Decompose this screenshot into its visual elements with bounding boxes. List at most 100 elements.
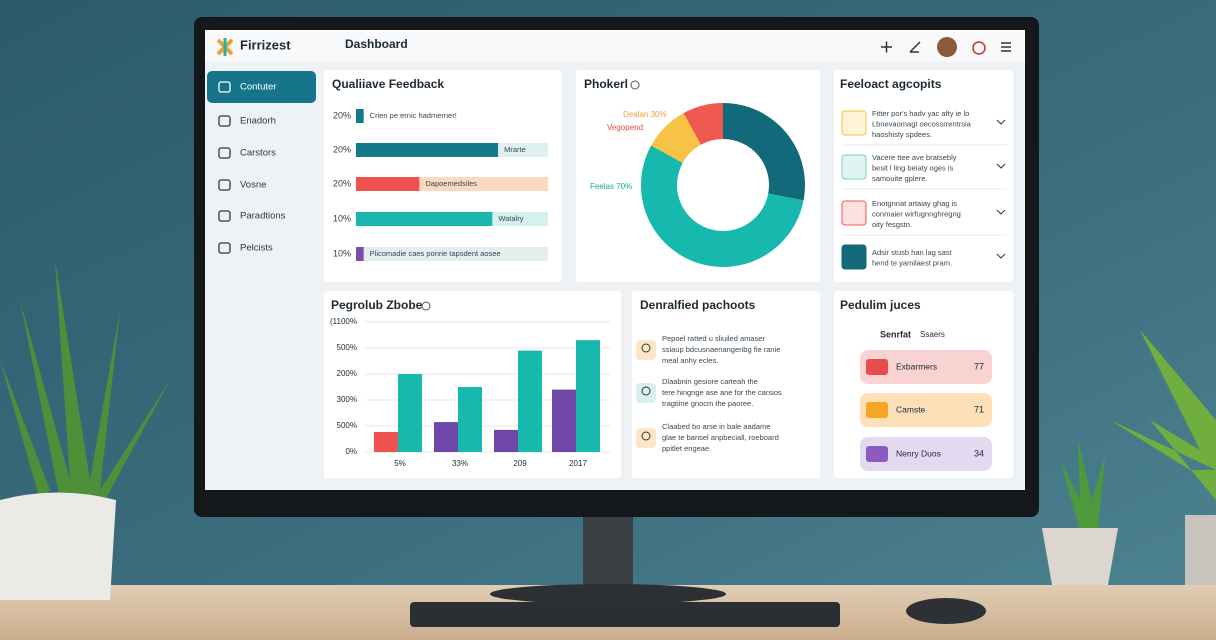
chevron[interactable] bbox=[996, 163, 1006, 169]
item-icon bbox=[636, 340, 656, 360]
item-text: Fitter por's hadv yac afty ie lo bbox=[872, 109, 969, 118]
keyboard bbox=[410, 602, 840, 627]
item-icon bbox=[841, 154, 867, 180]
card-title: Phokerl bbox=[584, 77, 628, 91]
nav-icon bbox=[218, 115, 231, 127]
y-tick-label: 500% bbox=[337, 421, 357, 430]
bar bbox=[356, 143, 499, 157]
row-text: Crien pe ernic hadmerner! bbox=[370, 111, 457, 120]
pill-icon bbox=[866, 359, 888, 375]
avatar[interactable] bbox=[937, 37, 957, 57]
item-icon bbox=[636, 383, 656, 403]
pill-icon bbox=[866, 446, 888, 462]
card-title: Qualiiave Feedback bbox=[332, 77, 444, 91]
right-plant bbox=[1042, 330, 1216, 585]
item-text: Adsir stusb han lag sast bbox=[872, 248, 953, 257]
item-glyph bbox=[641, 431, 651, 441]
top-bar: Firrizest Dashboard bbox=[205, 30, 1025, 62]
donut-segment bbox=[641, 145, 804, 267]
donut-segment bbox=[651, 113, 701, 163]
chevron[interactable] bbox=[996, 119, 1006, 125]
item-glyph bbox=[641, 386, 651, 396]
item-text: ppitlet engeae. bbox=[662, 444, 711, 453]
y-tick-label: (1100% bbox=[330, 317, 357, 326]
x-tick-label: 5% bbox=[394, 459, 406, 468]
bar bbox=[398, 374, 422, 452]
item-glyph bbox=[641, 343, 651, 353]
item-text: tere hingnge ase ane for the carsios bbox=[662, 388, 782, 397]
nav-item[interactable]: Enadorh bbox=[240, 116, 276, 127]
track bbox=[356, 247, 548, 261]
pill-icon bbox=[866, 402, 888, 418]
donut-annotation: Feelas 70% bbox=[590, 182, 632, 191]
row-label: 20% bbox=[333, 144, 351, 154]
mouse bbox=[906, 598, 986, 624]
subtitle: Senrfat bbox=[880, 329, 911, 339]
nav-item[interactable]: Vosne bbox=[240, 180, 266, 191]
row-text: Mrarte bbox=[504, 145, 526, 154]
page-title: Dashboard bbox=[345, 37, 408, 51]
nav-icon bbox=[218, 242, 231, 254]
chevron[interactable] bbox=[996, 253, 1006, 259]
nav-icon bbox=[218, 179, 231, 191]
card-title: Feeloact agcopits bbox=[840, 77, 942, 91]
donut-segment bbox=[683, 103, 723, 145]
item-text: oity fesgstn. bbox=[872, 220, 912, 229]
brand: Firrizest bbox=[240, 37, 291, 52]
x-tick-label: 209 bbox=[513, 459, 527, 468]
nav-item[interactable]: Pelcists bbox=[240, 243, 273, 254]
add-icon[interactable] bbox=[881, 41, 892, 53]
item-text: glae te bansel anpbeciall, roeboard bbox=[662, 433, 779, 442]
nav-item[interactable]: Carstors bbox=[240, 148, 276, 159]
bar bbox=[576, 340, 600, 452]
nav-item[interactable]: Contuter bbox=[240, 82, 276, 93]
row-text: Dapoemedsiles bbox=[425, 179, 477, 188]
timer-icon[interactable] bbox=[972, 41, 986, 55]
pill-value: 34 bbox=[974, 448, 984, 458]
item-icon bbox=[841, 110, 867, 136]
menu-icon[interactable] bbox=[1001, 42, 1011, 52]
item-icon bbox=[841, 200, 867, 226]
nav-icon bbox=[218, 147, 231, 159]
nav-item[interactable]: Paradtions bbox=[240, 211, 286, 222]
donut-annotation: Dealan 30% bbox=[623, 110, 667, 119]
item-text: Vacere ttee ave bratsebly bbox=[872, 153, 957, 162]
bar bbox=[356, 247, 364, 261]
title-icon bbox=[421, 301, 431, 311]
pill[interactable] bbox=[860, 393, 992, 427]
pill-value: 71 bbox=[974, 404, 984, 414]
edit-icon[interactable] bbox=[909, 41, 921, 53]
nav-icon bbox=[218, 210, 231, 222]
donut-annotation: Vegopend bbox=[607, 123, 643, 132]
chevron[interactable] bbox=[996, 209, 1006, 215]
bar bbox=[356, 212, 493, 226]
row-label: 10% bbox=[333, 213, 351, 223]
bar bbox=[356, 177, 420, 191]
y-tick-label: 300% bbox=[337, 395, 357, 404]
card-title: Pegrolub Zbobe bbox=[331, 298, 423, 312]
pill-label: Nenry Duos bbox=[896, 448, 941, 458]
sidebar-active bbox=[207, 71, 316, 103]
subtitle-tag: Ssaers bbox=[920, 330, 945, 339]
item-text: ssiaup bdcusnaenangeribg fie ranie bbox=[662, 345, 780, 354]
item-text: meal anhy ecles. bbox=[662, 356, 718, 365]
item-text: hend te yamilaest pram. bbox=[872, 258, 952, 267]
nav-icon bbox=[218, 81, 231, 93]
y-tick-label: 500% bbox=[337, 343, 357, 352]
row-label: 20% bbox=[333, 110, 351, 120]
title-icon bbox=[630, 80, 640, 90]
bar bbox=[494, 429, 518, 452]
item-text: Claabed bo arse in bale aadame bbox=[662, 422, 770, 431]
item-text: Dlaabnin gesiore carteah the bbox=[662, 377, 758, 386]
bar bbox=[356, 109, 364, 123]
row-label: 20% bbox=[333, 178, 351, 188]
item-text: Enotgnnat artaiay ghag is bbox=[872, 199, 957, 208]
item-text: samouite gplere. bbox=[872, 174, 927, 183]
card-title: Denralfied pachoots bbox=[640, 298, 756, 312]
pill-label: Exbarmers bbox=[896, 361, 937, 371]
pill-label: Camste bbox=[896, 404, 926, 414]
pill[interactable] bbox=[860, 437, 992, 471]
item-text: Pepoel ratted u sliuiled amaser bbox=[662, 334, 765, 343]
pill[interactable] bbox=[860, 350, 992, 384]
